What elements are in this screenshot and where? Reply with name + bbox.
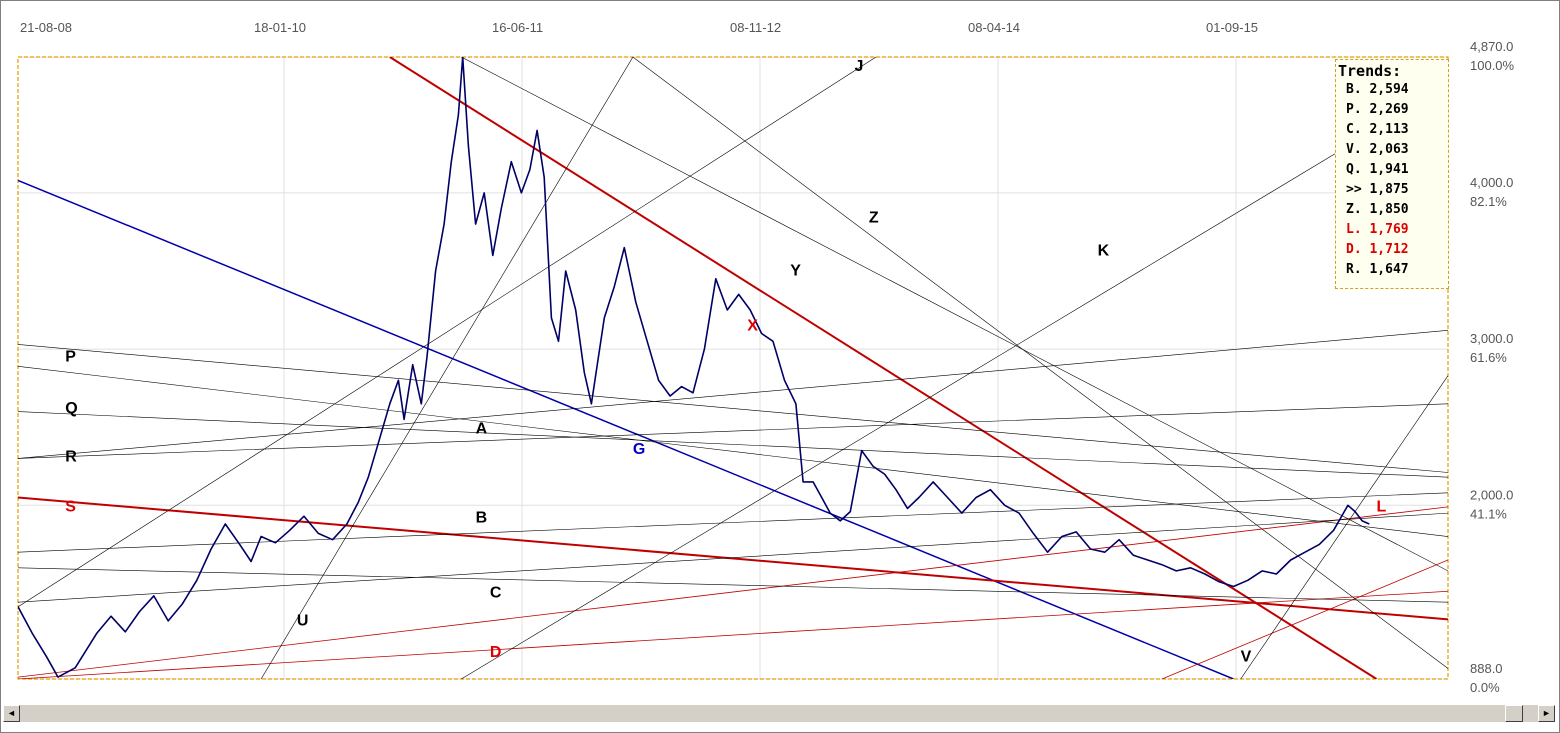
trend-line: [461, 57, 1448, 572]
price-series-line: [18, 57, 1370, 678]
y-tick-price: 888.0: [1470, 661, 1503, 676]
trend-line: [18, 506, 1448, 678]
x-tick-label: 08-04-14: [968, 20, 1020, 35]
y-tick-percent: 100.0%: [1470, 58, 1515, 73]
trend-line: [18, 496, 1448, 621]
trend-line-label: L: [1377, 499, 1387, 516]
trend-line: [260, 57, 634, 679]
trend-line-label: Q: [65, 400, 77, 417]
scroll-thumb[interactable]: [1505, 705, 1523, 722]
trend-line: [389, 57, 1378, 679]
trend-line: [18, 411, 1448, 478]
arrow-right-icon: ►: [1542, 708, 1551, 718]
trend-line: [18, 57, 877, 608]
trend-line-label: J: [855, 58, 864, 75]
trend-line: [18, 403, 1448, 459]
trend-line-label: G: [633, 441, 645, 458]
plot-area-border: [17, 56, 1449, 680]
trend-line-label: V: [1241, 649, 1252, 666]
trend-line-label: P: [65, 349, 76, 366]
trend-line-label: S: [65, 499, 76, 516]
trend-line-label: A: [476, 420, 488, 437]
trend-line: [1161, 559, 1448, 679]
legend-item: P. 2,269: [1346, 102, 1409, 117]
legend-item: >> 1,875: [1346, 182, 1409, 197]
x-tick-label: 21-08-08: [20, 20, 72, 35]
legend-items: B. 2,594 P. 2,269 C. 2,113 V. 2,063 Q. 1,941…: [1336, 80, 1448, 280]
y-tick-price: 4,000.0: [1470, 175, 1513, 190]
trend-line-label: Y: [790, 263, 801, 280]
x-tick-label: 01-09-15: [1206, 20, 1258, 35]
scroll-left-button[interactable]: ◄: [3, 705, 20, 722]
y-tick-price: 3,000.0: [1470, 331, 1513, 346]
trend-line: [18, 492, 1448, 553]
trend-line-label: D: [490, 644, 502, 661]
legend-item: B. 2,594: [1346, 82, 1409, 97]
trend-line: [18, 330, 1448, 459]
y-tick-percent: 82.1%: [1470, 194, 1507, 209]
trend-line: [18, 365, 1448, 537]
trend-line: [18, 512, 1448, 603]
y-tick-percent: 61.6%: [1470, 350, 1507, 365]
legend-item: R. 1,647: [1346, 262, 1409, 277]
trend-line: [18, 567, 1448, 603]
trend-line: [461, 145, 1349, 679]
x-tick-label: 08-11-12: [730, 20, 781, 35]
trend-line-label: C: [490, 584, 502, 601]
arrow-left-icon: ◄: [7, 708, 16, 718]
trend-line-label: U: [297, 613, 309, 630]
legend-item: D. 1,712: [1346, 242, 1409, 257]
legend-item: L. 1,769: [1346, 222, 1409, 237]
y-tick-price: 4,870.0: [1470, 39, 1513, 54]
y-tick-percent: 41.1%: [1470, 506, 1507, 521]
scroll-right-button[interactable]: ►: [1538, 705, 1555, 722]
trend-line-label: B: [476, 509, 488, 526]
trend-line: [632, 57, 1448, 669]
legend-item: V. 2,063: [1346, 142, 1409, 157]
legend-item: Z. 1,850: [1346, 202, 1409, 217]
trend-line: [18, 590, 1448, 679]
trend-line: [1240, 375, 1448, 679]
legend-item: C. 2,113: [1346, 122, 1409, 137]
x-tick-label: 16-06-11: [492, 20, 543, 35]
trend-line-label: R: [65, 449, 77, 466]
horizontal-scrollbar[interactable]: ◄ ►: [3, 705, 1555, 722]
trend-line-label: K: [1098, 242, 1110, 259]
y-tick-price: 2,000.0: [1470, 487, 1513, 502]
trends-legend: Trends: B. 2,594 P. 2,269 C. 2,113 V. 2,063…: [1335, 59, 1449, 289]
trend-line: [18, 179, 1234, 679]
trend-line: [18, 344, 1448, 473]
y-tick-percent: 0.0%: [1470, 680, 1500, 695]
legend-item: Q. 1,941: [1346, 162, 1409, 177]
trend-line-label: X: [747, 317, 758, 334]
trend-line-label: Z: [869, 210, 879, 227]
x-tick-label: 18-01-10: [254, 20, 306, 35]
legend-title: Trends:: [1338, 62, 1402, 80]
